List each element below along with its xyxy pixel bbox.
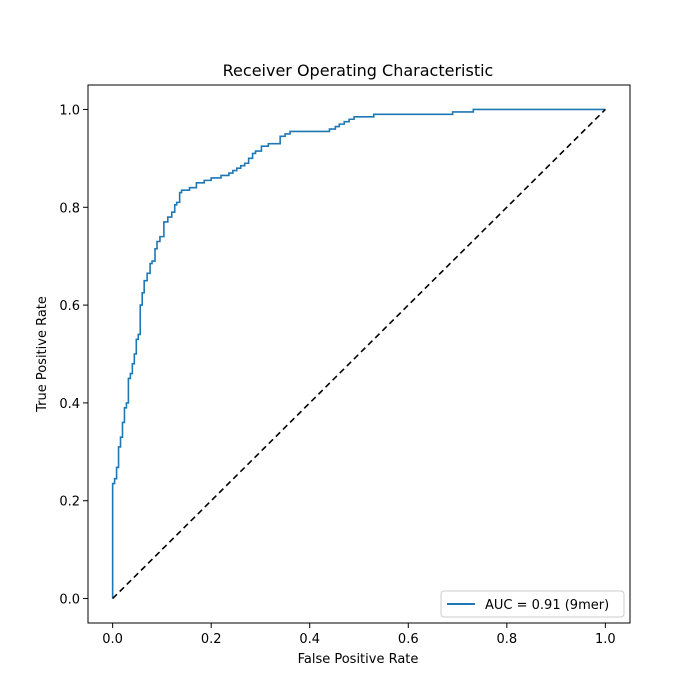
y-tick-label: 0.6 (59, 299, 80, 314)
x-tick-label: 0.8 (496, 632, 517, 647)
chart-title: Receiver Operating Characteristic (223, 61, 494, 80)
plot-area (87, 84, 631, 624)
x-axis: 0.0 0.2 0.4 0.6 0.8 1.0 (102, 623, 616, 647)
legend-entry-label: AUC = 0.91 (9mer) (485, 598, 609, 613)
y-tick-label: 1.0 (59, 103, 80, 118)
series-layer (111, 108, 606, 600)
y-tick-label: 0.2 (59, 495, 80, 510)
chance-diagonal-line (112, 108, 606, 600)
x-tick-label: 0.4 (299, 632, 320, 647)
y-tick-label: 0.4 (59, 397, 80, 412)
plot-frame (87, 84, 631, 624)
legend-box (440, 590, 625, 618)
x-tick-label: 1.0 (595, 632, 616, 647)
x-axis-label: False Positive Rate (298, 652, 419, 667)
y-tick-label: 0.8 (59, 201, 80, 216)
x-tick-label: 0.0 (102, 632, 123, 647)
y-tick-label: 0.0 (59, 593, 80, 608)
y-axis: 0.0 0.2 0.4 0.6 0.8 1.0 (59, 103, 88, 608)
y-axis-label: True Positive Rate (35, 296, 50, 413)
x-tick-label: 0.2 (201, 632, 222, 647)
legend: AUC = 0.91 (9mer) (440, 590, 625, 618)
roc-curve-line (111, 108, 606, 599)
x-tick-label: 0.6 (398, 632, 419, 647)
